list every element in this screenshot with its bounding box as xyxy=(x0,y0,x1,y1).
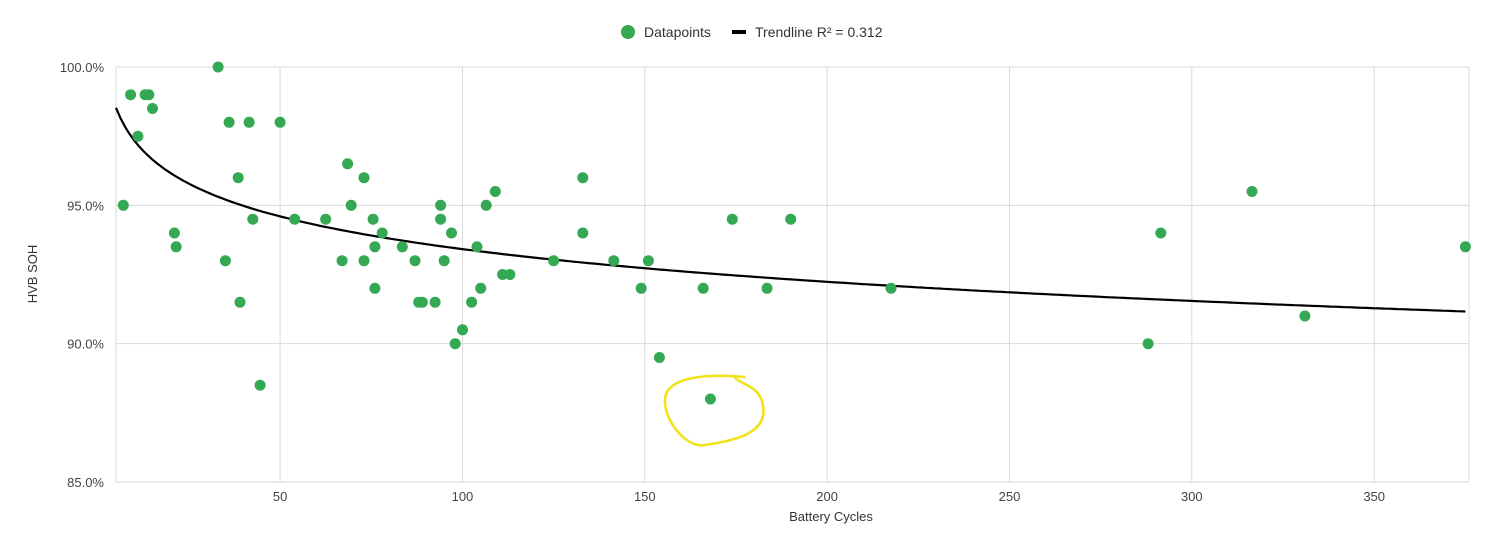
data-point xyxy=(435,199,447,211)
data-point xyxy=(1142,338,1154,350)
data-point xyxy=(168,227,180,239)
data-point xyxy=(642,255,654,267)
data-point xyxy=(342,158,354,170)
data-point xyxy=(143,89,155,101)
y-tick-label: 85.0% xyxy=(67,475,104,490)
data-point xyxy=(435,213,447,225)
data-point xyxy=(457,324,468,336)
y-tick-label: 95.0% xyxy=(67,198,104,213)
x-axis-title: Battery Cycles xyxy=(789,509,873,524)
data-point xyxy=(254,379,266,391)
data-point xyxy=(429,296,441,308)
x-tick-label: 100 xyxy=(452,489,474,504)
data-point xyxy=(416,296,428,308)
data-point xyxy=(274,116,286,128)
data-point xyxy=(1299,310,1311,322)
data-point xyxy=(125,89,137,101)
data-point xyxy=(376,227,388,239)
data-point xyxy=(577,172,589,184)
data-point xyxy=(367,213,379,225)
data-point xyxy=(396,241,408,253)
data-point xyxy=(1459,241,1471,253)
legend-points-marker xyxy=(621,25,635,39)
data-points xyxy=(117,61,1471,405)
data-point xyxy=(504,269,516,280)
data-point xyxy=(608,255,620,267)
data-point xyxy=(132,130,144,142)
data-point xyxy=(785,213,797,225)
data-point xyxy=(320,213,332,225)
data-point xyxy=(289,213,301,225)
data-point xyxy=(336,255,348,267)
legend: Datapoints Trendline R² = 0.312 xyxy=(621,24,883,40)
data-point xyxy=(438,255,450,267)
legend-trendline-marker xyxy=(732,30,746,34)
data-point xyxy=(726,213,738,225)
data-point xyxy=(358,172,370,184)
data-point xyxy=(147,103,158,114)
x-axis-ticks: 50 100 150 200 250 300 350 xyxy=(273,489,1385,504)
x-tick-label: 50 xyxy=(273,489,287,504)
data-point xyxy=(247,213,259,225)
data-point xyxy=(449,338,461,350)
y-tick-label: 90.0% xyxy=(67,337,104,352)
data-point xyxy=(653,352,665,363)
data-point xyxy=(761,282,773,294)
y-axis-ticks: 85.0% 90.0% 95.0% 100.0% xyxy=(60,60,105,490)
data-point xyxy=(345,199,357,211)
x-tick-label: 150 xyxy=(634,489,656,504)
x-tick-label: 250 xyxy=(999,489,1021,504)
data-point xyxy=(446,227,457,239)
x-tick-label: 200 xyxy=(816,489,838,504)
grid-lines xyxy=(115,66,1470,483)
legend-trendline-label: Trendline R² = 0.312 xyxy=(755,24,883,40)
data-point xyxy=(489,186,501,197)
y-tick-label: 100.0% xyxy=(60,60,105,75)
data-point xyxy=(409,255,421,267)
data-point xyxy=(548,255,560,267)
y-axis-title: HVB SOH xyxy=(25,245,40,304)
data-point xyxy=(885,282,897,294)
x-tick-label: 300 xyxy=(1181,489,1203,504)
data-point xyxy=(480,199,492,211)
data-point xyxy=(223,116,235,128)
data-point xyxy=(697,282,709,294)
data-point xyxy=(475,282,487,294)
trendline xyxy=(114,107,1466,313)
data-point xyxy=(234,296,246,308)
data-point xyxy=(471,241,483,253)
data-point xyxy=(704,393,716,405)
data-point xyxy=(117,199,129,211)
legend-points-label: Datapoints xyxy=(644,24,711,40)
data-point xyxy=(369,282,381,294)
data-point xyxy=(1246,186,1258,197)
data-point xyxy=(170,241,182,253)
data-point xyxy=(219,255,231,267)
highlight-circle-annotation xyxy=(663,374,765,447)
data-point xyxy=(212,61,224,73)
data-point xyxy=(1155,227,1167,239)
data-point xyxy=(369,241,381,253)
x-tick-label: 350 xyxy=(1363,489,1385,504)
data-point xyxy=(232,172,244,184)
data-point xyxy=(466,296,478,308)
data-point xyxy=(358,255,370,267)
data-point xyxy=(635,282,647,294)
data-point xyxy=(577,227,589,239)
data-point xyxy=(243,116,255,128)
